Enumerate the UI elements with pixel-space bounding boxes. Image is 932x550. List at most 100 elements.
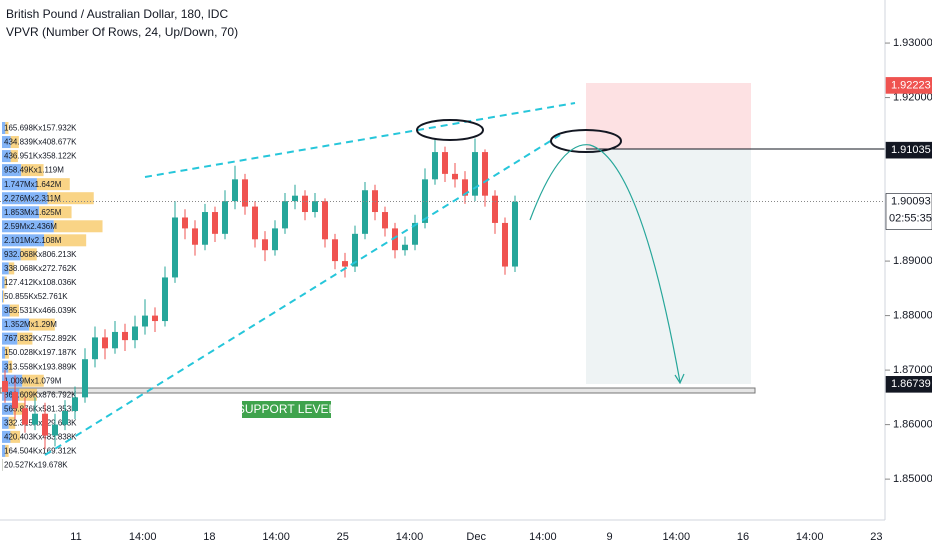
price-marker-label: 1.92223 [891,79,931,91]
candle-body [222,201,228,234]
price-marker-label: 1.90093 [891,195,931,207]
volume-profile: 165.698Kx157.932K 434.839Kx408.677K 436.95… [2,122,103,471]
candle-body [302,195,308,213]
candle-body [202,212,208,245]
candle-body [62,410,68,425]
vp-label: 2.59Mx2.436M [4,222,57,231]
vp-down-bar [10,430,21,443]
candle-body [102,337,108,349]
vp-label: 869.609Kx876.792K [4,390,77,399]
x-tick-label: 14:00 [663,531,691,543]
vp-down-bar [10,150,18,163]
vp-label: 385.531Kx466.039K [4,306,77,315]
vp-down-bar [8,360,13,373]
vp-label: 2.276Mx2.311M [4,194,61,203]
candles [2,138,518,450]
x-tick-label: 14:00 [262,531,290,543]
vp-up-bar [2,178,37,191]
vp-down-bar [13,402,25,415]
vp-up-bar [2,122,6,134]
vp-down-bar [8,416,16,429]
support-band [0,387,756,394]
chart-title: British Pound / Australian Dollar, 180, … [6,7,228,21]
vp-label: 338.068Kx272.762K [4,264,77,273]
candle-body [142,315,148,327]
vp-label: 1.747Mx1.642M [4,180,62,189]
candle-body [172,217,178,278]
candle-body [92,337,98,360]
vp-label: 164.504Kx169.312K [4,447,77,456]
candle-body [442,152,448,174]
candle-body [432,152,438,180]
candle-body [392,228,398,251]
vp-label: 565.876Kx581.353K [4,404,77,413]
vp-label: 313.558Kx193.889K [4,362,77,371]
price-marker [885,376,932,393]
vp-down-bar [10,136,19,149]
axes: 1.93000 1.92000 1.89000 1.88000 1.87000 1.860… [70,37,932,543]
candle-body [82,359,88,398]
vp-up-bar [2,360,9,373]
candle-body [492,195,498,223]
candle-body [12,391,18,409]
vp-up-bar [2,164,22,177]
arrow-head [674,373,685,385]
vp-label: 150.028Kx197.187K [4,348,77,357]
candle-body [462,179,468,196]
vp-down-bar [3,290,5,303]
candle-body [122,331,128,341]
annotation: SUPPORT LEVEL [237,402,336,416]
candle-body [422,179,428,223]
y-tick-label: 1.92000 [893,91,932,103]
vp-up-bar [2,318,30,331]
candle-body [402,244,408,251]
candle-body [232,179,238,202]
x-tick-label: 25 [337,531,349,543]
vp-label: 20.527Kx19.678K [4,461,68,470]
candle-body [72,397,78,411]
vp-up-bar [2,444,6,457]
vp-down-bar [8,262,15,275]
countdown: 02:55:35 [889,212,932,224]
vp-up-bar [2,402,14,415]
vp-label: 50.855Kx52.761K [4,292,68,301]
candle-body [212,212,218,234]
candle-body [312,201,318,213]
vp-up-bar [2,262,9,275]
vp-down-bar [39,206,72,219]
candle-body [332,239,338,262]
vp-up-bar [2,304,10,317]
candle-body [262,239,268,251]
x-tick-label: 14:00 [529,531,557,543]
candle-body [502,222,508,267]
stop-zone [586,83,751,149]
vp-down-bar [21,164,44,177]
vp-down-bar [53,220,103,233]
x-tick-label: 18 [203,531,215,543]
candle-body [252,206,258,240]
vp-up-bar [2,346,6,359]
candle-body [42,413,48,436]
x-tick-label: 14:00 [396,531,424,543]
vp-up-bar [2,136,11,149]
vp-down-bar [17,332,33,345]
vp-label: 436.951Kx358.122K [4,152,77,161]
candle-body [352,233,358,267]
vp-label: 420.403Kx483.838K [4,432,77,441]
candle-body [132,326,138,341]
vp-label: 958.49Kx1.119M [4,166,64,175]
retest-ellipse [550,129,622,153]
vp-label: 767.832Kx752.892K [4,334,77,343]
top-ellipse [416,119,484,141]
candle-body [2,381,8,392]
lower-trendline [44,134,561,456]
vp-down-bar [5,122,9,134]
candle-body [22,408,28,425]
vp-down-bar [36,178,70,191]
candle-body [272,228,278,251]
annotation-box [242,401,331,418]
candle-body [382,212,388,229]
candle-body [282,201,288,229]
y-tick-label: 1.87000 [893,364,932,376]
